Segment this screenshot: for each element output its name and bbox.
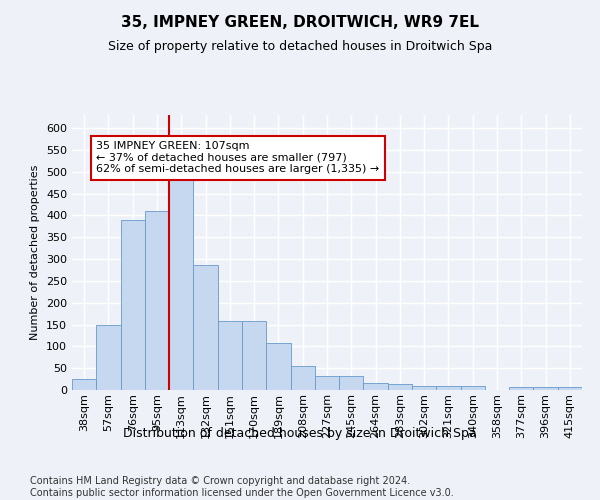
Bar [96,325,121,390]
Bar [218,321,242,390]
Bar [388,384,412,390]
Text: Distribution of detached houses by size in Droitwich Spa: Distribution of detached houses by size … [123,428,477,440]
Bar [509,388,533,390]
Text: 35 IMPNEY GREEN: 107sqm
← 37% of detached houses are smaller (797)
62% of semi-d: 35 IMPNEY GREEN: 107sqm ← 37% of detache… [96,141,380,174]
Bar [121,220,145,390]
Bar [436,386,461,390]
Bar [290,366,315,390]
Y-axis label: Number of detached properties: Number of detached properties [31,165,40,340]
Bar [412,386,436,390]
Bar [364,383,388,390]
Bar [339,376,364,390]
Text: 35, IMPNEY GREEN, DROITWICH, WR9 7EL: 35, IMPNEY GREEN, DROITWICH, WR9 7EL [121,15,479,30]
Bar [242,321,266,390]
Bar [72,379,96,390]
Bar [558,388,582,390]
Bar [315,376,339,390]
Text: Contains HM Land Registry data © Crown copyright and database right 2024.
Contai: Contains HM Land Registry data © Crown c… [30,476,454,498]
Bar [145,211,169,390]
Bar [461,386,485,390]
Bar [266,344,290,390]
Bar [193,264,218,390]
Bar [533,388,558,390]
Bar [169,173,193,390]
Text: Size of property relative to detached houses in Droitwich Spa: Size of property relative to detached ho… [108,40,492,53]
